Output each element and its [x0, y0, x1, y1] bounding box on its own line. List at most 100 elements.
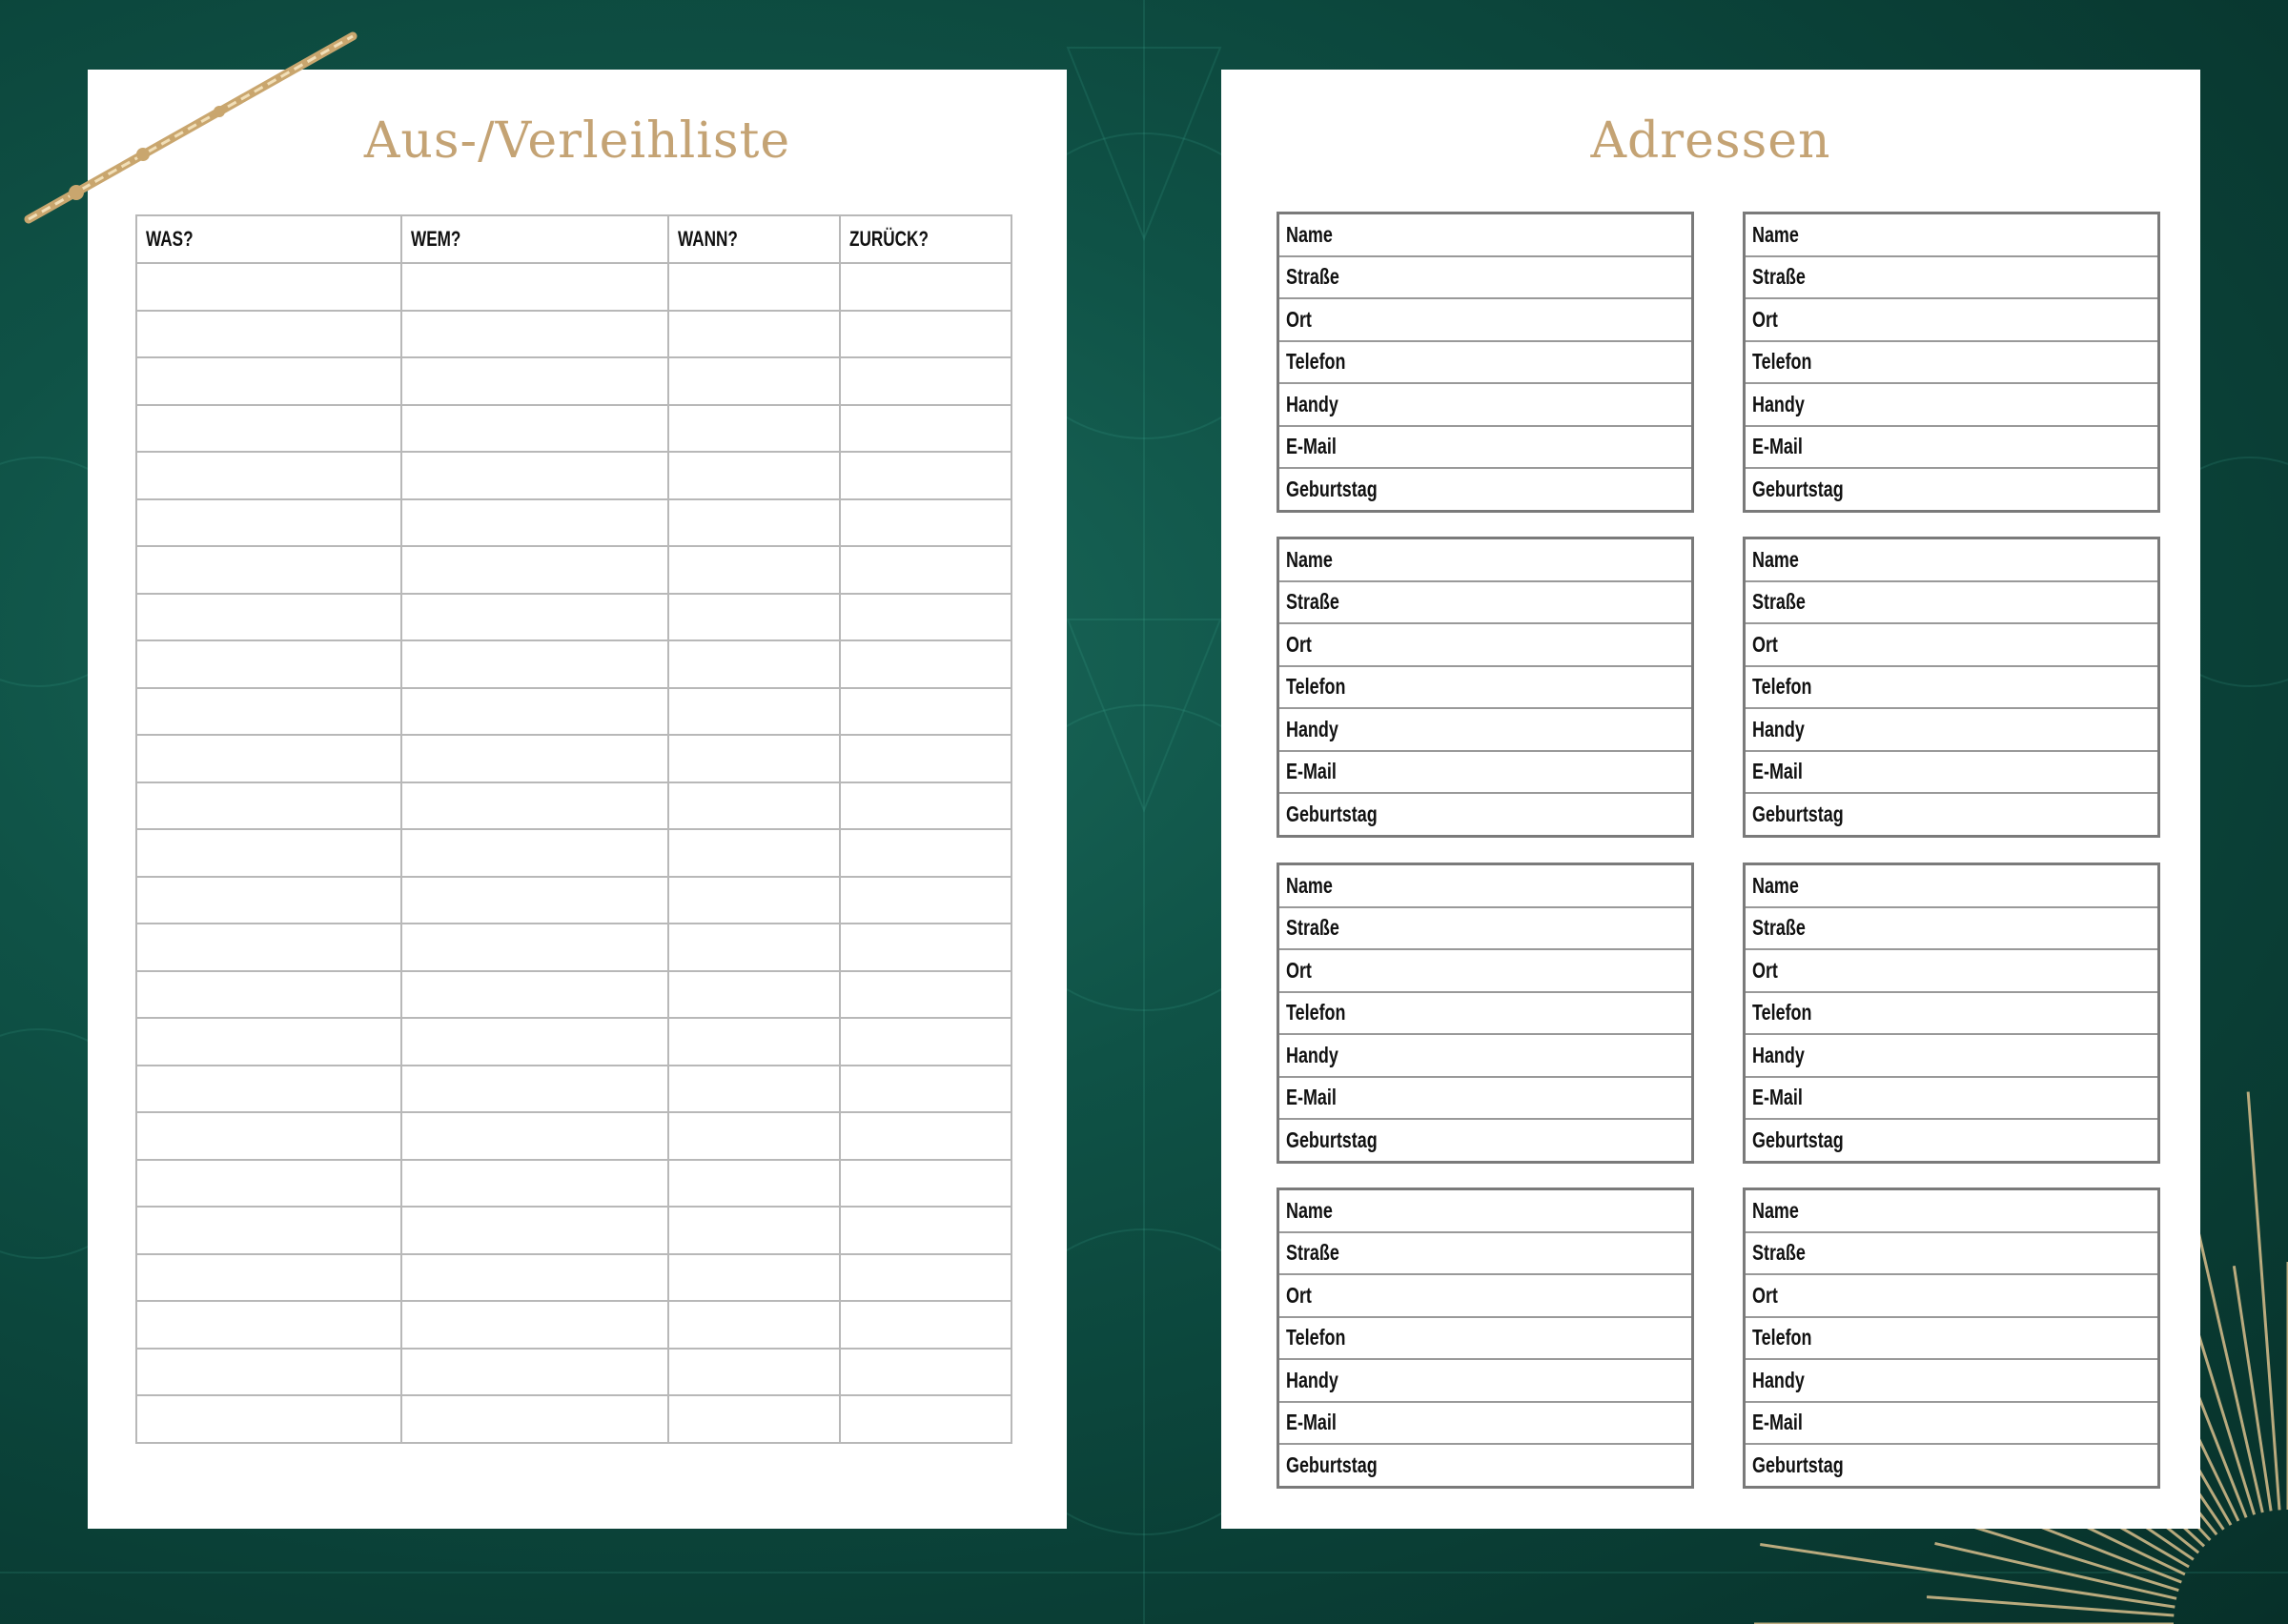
- address-field[interactable]: Ort: [1746, 299, 2157, 342]
- table-cell[interactable]: [666, 1158, 842, 1208]
- table-cell[interactable]: [400, 1347, 669, 1396]
- table-cell[interactable]: [839, 734, 1012, 783]
- table-cell[interactable]: [134, 734, 403, 783]
- table-cell[interactable]: [134, 592, 403, 641]
- address-field[interactable]: Straße: [1746, 582, 2157, 624]
- address-field[interactable]: Handy: [1746, 709, 2157, 752]
- table-cell[interactable]: [666, 1206, 842, 1255]
- table-cell[interactable]: [134, 639, 403, 689]
- table-cell[interactable]: [666, 356, 842, 406]
- table-cell[interactable]: [400, 1111, 669, 1161]
- table-cell[interactable]: [134, 1111, 403, 1161]
- table-cell[interactable]: [839, 969, 1012, 1019]
- address-field[interactable]: Telefon: [1746, 342, 2157, 384]
- address-field[interactable]: Name: [1279, 1190, 1691, 1233]
- table-cell[interactable]: [400, 781, 669, 830]
- address-field[interactable]: Geburtstag: [1746, 794, 2157, 835]
- table-cell[interactable]: [839, 1347, 1012, 1396]
- table-cell[interactable]: [134, 1158, 403, 1208]
- table-cell[interactable]: [134, 1252, 403, 1302]
- table-cell[interactable]: [134, 1394, 403, 1444]
- table-cell[interactable]: [839, 1206, 1012, 1255]
- table-cell[interactable]: [400, 1017, 669, 1066]
- address-field[interactable]: E-Mail: [1279, 1078, 1691, 1120]
- address-field[interactable]: Name: [1279, 539, 1691, 582]
- address-field[interactable]: Handy: [1279, 384, 1691, 427]
- table-cell[interactable]: [666, 734, 842, 783]
- address-field[interactable]: E-Mail: [1746, 752, 2157, 794]
- address-field[interactable]: Handy: [1746, 384, 2157, 427]
- table-cell[interactable]: [400, 923, 669, 972]
- address-field[interactable]: Telefon: [1746, 667, 2157, 709]
- table-cell[interactable]: [666, 262, 842, 312]
- table-cell[interactable]: [666, 497, 842, 547]
- table-cell[interactable]: [400, 451, 669, 500]
- address-field[interactable]: E-Mail: [1279, 752, 1691, 794]
- table-cell[interactable]: [839, 545, 1012, 595]
- address-field[interactable]: Ort: [1279, 1275, 1691, 1318]
- table-cell[interactable]: [839, 875, 1012, 924]
- table-cell[interactable]: [666, 403, 842, 453]
- table-cell[interactable]: [400, 356, 669, 406]
- address-field[interactable]: E-Mail: [1746, 427, 2157, 469]
- table-cell[interactable]: [134, 828, 403, 878]
- table-cell[interactable]: [666, 1252, 842, 1302]
- address-field[interactable]: Geburtstag: [1746, 1120, 2157, 1161]
- table-cell[interactable]: [666, 545, 842, 595]
- table-cell[interactable]: [839, 309, 1012, 358]
- address-field[interactable]: Name: [1746, 214, 2157, 257]
- table-cell[interactable]: [839, 1111, 1012, 1161]
- table-cell[interactable]: [400, 639, 669, 689]
- table-cell[interactable]: [400, 497, 669, 547]
- table-cell[interactable]: [839, 923, 1012, 972]
- address-field[interactable]: E-Mail: [1279, 427, 1691, 469]
- table-cell[interactable]: [839, 1300, 1012, 1350]
- table-cell[interactable]: [400, 734, 669, 783]
- table-cell[interactable]: [666, 1347, 842, 1396]
- table-cell[interactable]: [839, 497, 1012, 547]
- address-field[interactable]: Geburtstag: [1746, 469, 2157, 510]
- address-field[interactable]: E-Mail: [1746, 1403, 2157, 1445]
- table-cell[interactable]: [134, 1300, 403, 1350]
- address-field[interactable]: Ort: [1746, 624, 2157, 667]
- address-field[interactable]: Straße: [1279, 1233, 1691, 1275]
- table-cell[interactable]: [400, 262, 669, 312]
- table-cell[interactable]: [400, 1252, 669, 1302]
- table-cell[interactable]: [666, 1017, 842, 1066]
- table-cell[interactable]: [666, 1064, 842, 1113]
- table-cell[interactable]: [134, 309, 403, 358]
- table-cell[interactable]: [666, 309, 842, 358]
- table-cell[interactable]: [134, 923, 403, 972]
- address-field[interactable]: Ort: [1279, 299, 1691, 342]
- address-field[interactable]: Name: [1746, 865, 2157, 908]
- table-cell[interactable]: [400, 1394, 669, 1444]
- table-cell[interactable]: [134, 545, 403, 595]
- table-cell[interactable]: [839, 686, 1012, 736]
- table-cell[interactable]: [839, 1394, 1012, 1444]
- address-field[interactable]: Geburtstag: [1279, 1120, 1691, 1161]
- table-cell[interactable]: [666, 1300, 842, 1350]
- table-cell[interactable]: [134, 356, 403, 406]
- table-cell[interactable]: [666, 451, 842, 500]
- address-field[interactable]: Handy: [1279, 1360, 1691, 1403]
- address-field[interactable]: E-Mail: [1279, 1403, 1691, 1445]
- table-cell[interactable]: [400, 1064, 669, 1113]
- address-field[interactable]: Name: [1746, 539, 2157, 582]
- address-field[interactable]: Telefon: [1279, 1318, 1691, 1360]
- address-field[interactable]: Straße: [1279, 257, 1691, 299]
- table-cell[interactable]: [134, 969, 403, 1019]
- table-cell[interactable]: [134, 403, 403, 453]
- address-field[interactable]: Handy: [1279, 1035, 1691, 1078]
- table-cell[interactable]: [839, 1017, 1012, 1066]
- table-cell[interactable]: [839, 403, 1012, 453]
- table-cell[interactable]: [666, 781, 842, 830]
- address-field[interactable]: Ort: [1279, 950, 1691, 993]
- table-cell[interactable]: [839, 592, 1012, 641]
- table-cell[interactable]: [134, 497, 403, 547]
- address-field[interactable]: Geburtstag: [1279, 1445, 1691, 1486]
- address-field[interactable]: Name: [1279, 214, 1691, 257]
- table-cell[interactable]: [666, 639, 842, 689]
- table-cell[interactable]: [400, 403, 669, 453]
- table-cell[interactable]: [400, 686, 669, 736]
- address-field[interactable]: Straße: [1746, 908, 2157, 950]
